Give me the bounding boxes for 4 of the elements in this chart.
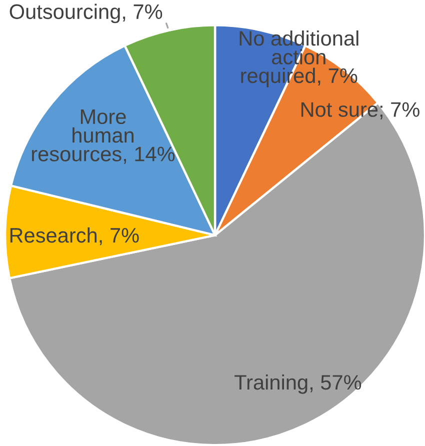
slice-label: Research, 7%	[10, 227, 139, 246]
slice-label: More human resources, 14%	[32, 110, 175, 164]
slice-label: Training, 57%	[234, 374, 362, 394]
slice-label: Outsourcing, 7%	[10, 4, 162, 24]
